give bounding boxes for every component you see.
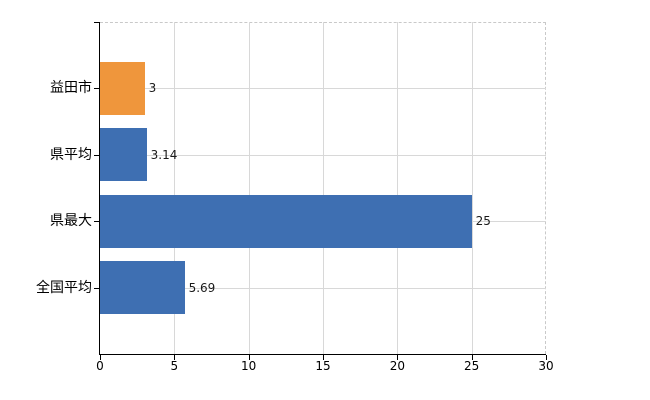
y-tick-県平均	[94, 154, 100, 156]
gridline-x-15	[323, 22, 324, 354]
gridline-category-0	[100, 88, 546, 90]
gridline-x-20	[397, 22, 399, 354]
category-label-益田市: 益田市	[50, 80, 92, 97]
bar-益田市	[100, 61, 145, 115]
bar-県平均	[100, 128, 147, 182]
gridline-x-10	[248, 22, 250, 354]
x-tick-label-0: 0	[96, 359, 104, 373]
y-tick-益田市	[94, 88, 100, 90]
bar-全国平均	[100, 261, 185, 315]
category-label-県平均: 県平均	[50, 146, 92, 163]
plot-area: 3 3.14 25 5.69	[99, 22, 546, 355]
x-tick-label-30: 30	[538, 359, 554, 373]
y-axis-line	[99, 22, 100, 354]
x-tick-label-10: 10	[241, 359, 257, 373]
x-tick-10	[248, 355, 250, 360]
gridline-category-3	[100, 287, 546, 289]
x-tick-15	[323, 355, 324, 360]
y-tick-県最大	[94, 221, 100, 223]
value-label-県最大: 25	[475, 214, 491, 229]
x-tick-label-15: 15	[315, 359, 331, 373]
x-tick-30	[546, 355, 547, 360]
y-axis-top-tick	[94, 22, 100, 23]
x-tick-label-5: 5	[170, 359, 179, 373]
gridline-x-5	[174, 22, 176, 354]
plot-right-border	[545, 22, 546, 354]
value-label-益田市: 3	[148, 81, 157, 96]
x-tick-label-25: 25	[464, 359, 480, 373]
category-label-県最大: 県最大	[50, 213, 92, 230]
x-tick-label-20: 20	[389, 359, 405, 373]
value-label-県平均: 3.14	[150, 147, 178, 162]
value-label-全国平均: 5.69	[188, 280, 216, 295]
bar-県最大	[100, 194, 472, 248]
gridline-x-25	[471, 22, 473, 354]
y-tick-全国平均	[94, 287, 100, 289]
x-tick-0	[100, 355, 101, 360]
gridline-category-1	[100, 154, 546, 156]
x-axis-line	[99, 354, 546, 355]
x-tick-5	[174, 355, 176, 360]
category-label-全国平均: 全国平均	[36, 279, 92, 296]
x-tick-20	[397, 355, 399, 360]
x-tick-25	[471, 355, 473, 360]
